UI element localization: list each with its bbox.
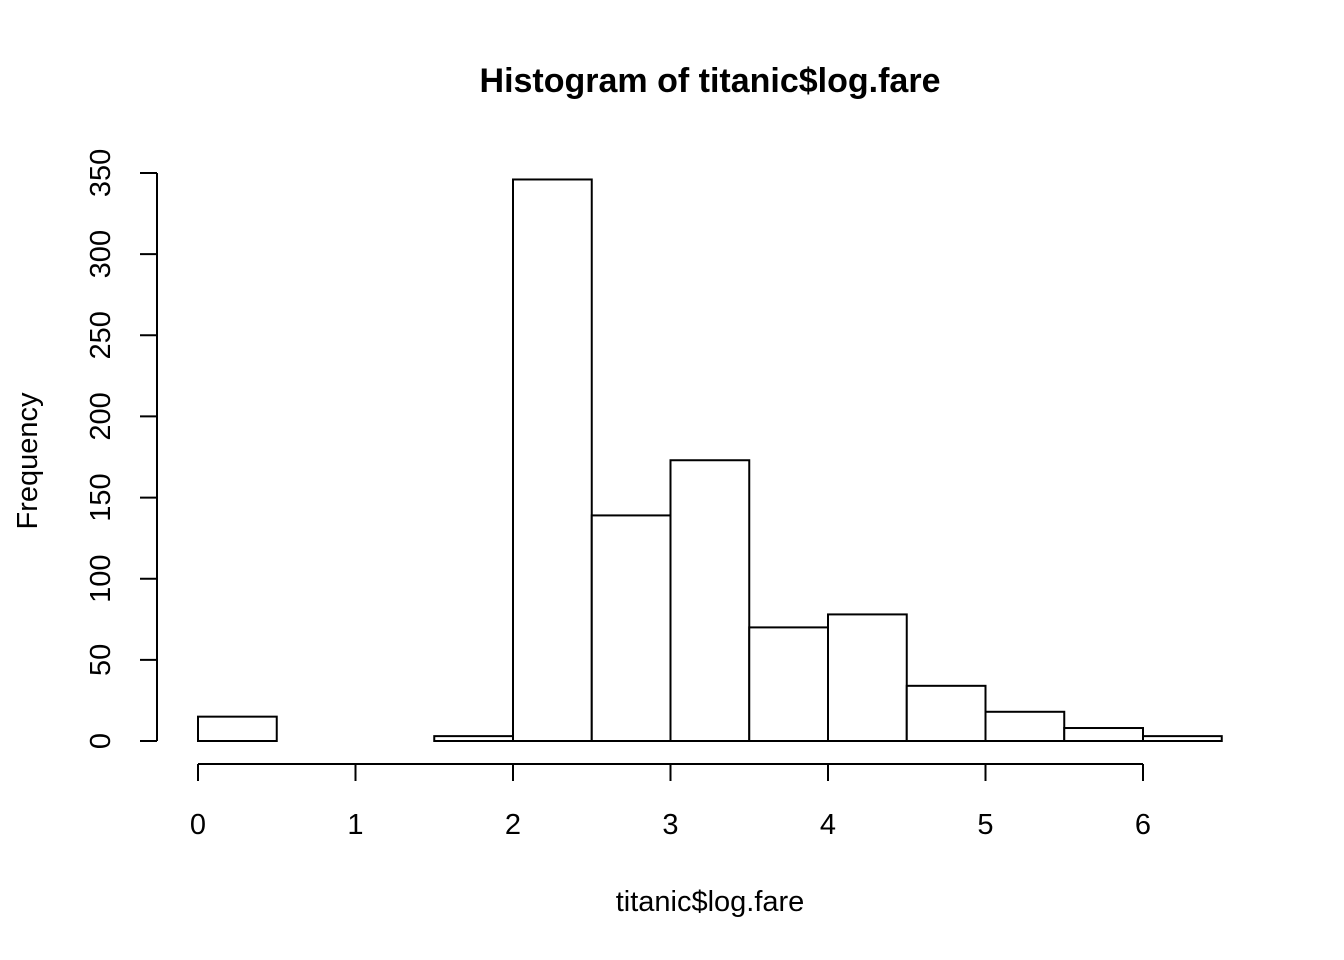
x-tick-label: 6 <box>1135 809 1151 841</box>
histogram-bar <box>669 459 751 742</box>
histogram-bar <box>590 514 672 742</box>
x-tick-label: 3 <box>662 809 678 841</box>
histogram-bar <box>512 178 593 742</box>
y-axis: 0 50 100 150 200 250 300 350 <box>85 149 158 749</box>
x-tick-label: 0 <box>190 809 206 841</box>
x-axis: 0 1 2 3 4 5 6 <box>190 763 1151 841</box>
x-axis-label: titanic$log.fare <box>616 886 805 918</box>
histogram-bar <box>905 684 987 743</box>
histogram-bar <box>1142 735 1223 742</box>
histogram-bar <box>827 613 908 743</box>
histogram-bar <box>1063 727 1144 742</box>
y-tick-label: 100 <box>85 555 117 603</box>
bars-group <box>197 178 1223 743</box>
x-tick-label: 2 <box>505 809 521 841</box>
y-tick-label: 300 <box>85 230 117 278</box>
histogram-bar <box>748 626 829 742</box>
x-tick-label: 5 <box>977 809 993 841</box>
y-tick-label: 150 <box>85 473 117 521</box>
y-axis-label: Frequency <box>12 392 44 530</box>
histogram-bar <box>433 735 514 742</box>
chart-title: Histogram of titanic$log.fare <box>480 62 941 100</box>
y-tick-label: 350 <box>85 149 117 197</box>
y-tick-label: 250 <box>85 311 117 359</box>
x-tick-label: 1 <box>347 809 363 841</box>
x-tick-label: 4 <box>820 809 836 841</box>
histogram-bar <box>197 715 278 742</box>
y-tick-label: 0 <box>85 733 117 749</box>
y-tick-label: 200 <box>85 392 117 440</box>
histogram-bar <box>984 710 1066 742</box>
y-tick-label: 50 <box>85 644 117 676</box>
